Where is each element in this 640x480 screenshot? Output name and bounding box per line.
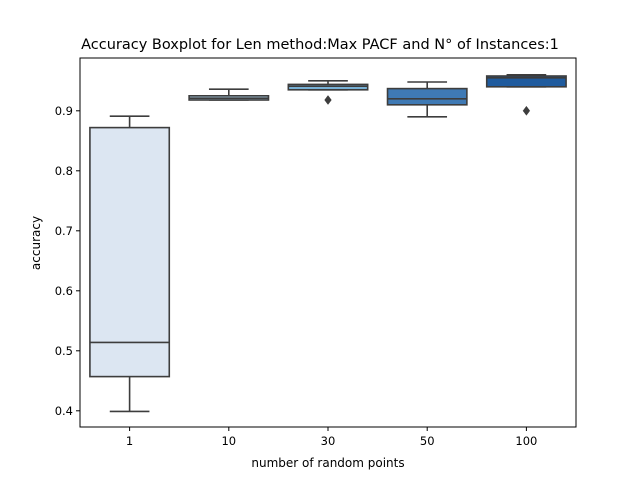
x-tick-label: 50 bbox=[420, 434, 435, 448]
y-tick-label: 0.5 bbox=[55, 344, 73, 358]
y-tick-label: 0.7 bbox=[55, 224, 73, 238]
box-iqr bbox=[386, 87, 468, 106]
x-axis-label: number of random points bbox=[251, 456, 404, 470]
outlier-point bbox=[522, 105, 531, 116]
box-iqr bbox=[287, 83, 369, 91]
box-iqr bbox=[485, 75, 567, 88]
outlier-point bbox=[324, 95, 332, 105]
plot-area: 0.4 0.5 0.6 0.7 0.8 0.9 1 10 30 50 100 bbox=[55, 74, 567, 448]
x-tick-label: 30 bbox=[321, 434, 336, 448]
chart-title: Accuracy Boxplot for Len method:Max PACF… bbox=[81, 37, 559, 53]
y-tick-label: 0.6 bbox=[55, 284, 73, 298]
box-iqr bbox=[89, 126, 171, 378]
x-tick-label: 10 bbox=[221, 434, 236, 448]
y-tick-label: 0.4 bbox=[55, 404, 73, 418]
y-tick-label: 0.8 bbox=[55, 164, 73, 178]
x-tick-label: 1 bbox=[126, 434, 133, 448]
axes-frame bbox=[79, 57, 577, 428]
y-axis-label: accuracy bbox=[29, 216, 43, 270]
y-tick-label: 0.9 bbox=[55, 104, 73, 118]
x-tick-label: 100 bbox=[515, 434, 537, 448]
